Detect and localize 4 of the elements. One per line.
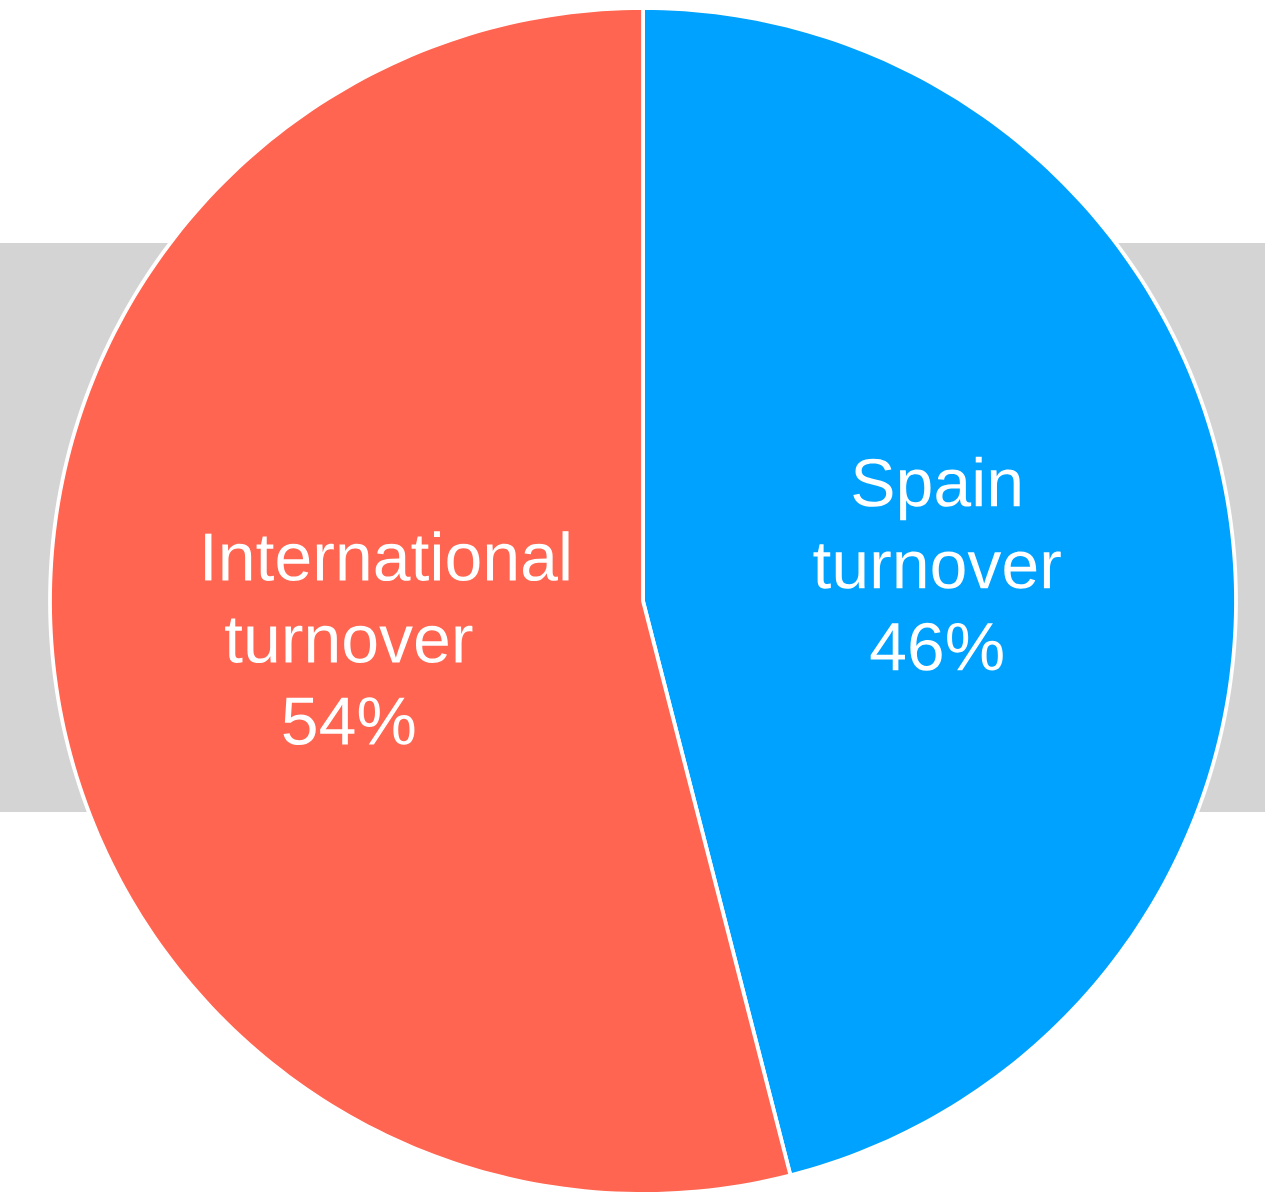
slice-label: Spain turnover bbox=[813, 456, 1061, 589]
data-label: 54% bbox=[283, 697, 415, 746]
slice-label: International turnover bbox=[205, 531, 569, 664]
data-label: 46% bbox=[870, 622, 1003, 671]
